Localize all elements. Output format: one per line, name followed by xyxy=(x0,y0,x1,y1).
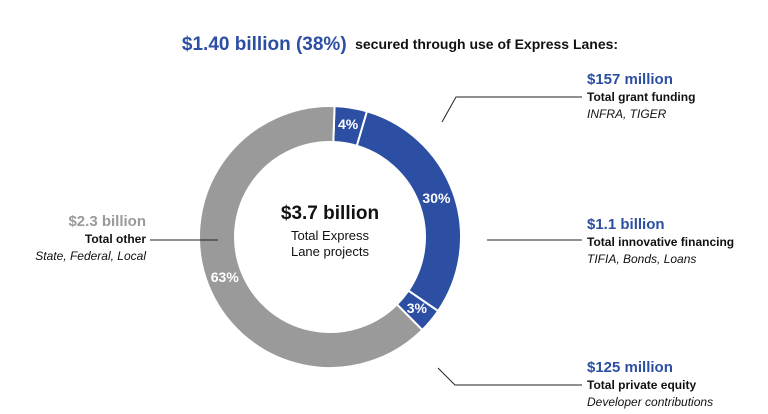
chart-title: $1.40 billion (38%) xyxy=(182,34,347,55)
annotation-detail: INFRA, TIGER xyxy=(587,107,667,121)
chart-title-line: $1.40 billion (38%) secured through use … xyxy=(182,34,618,55)
center-text: Total Express Lane projects xyxy=(290,228,370,259)
donut-slice xyxy=(198,105,424,369)
callout-line xyxy=(441,96,582,123)
annotation-amount: $1.1 billion xyxy=(587,216,665,233)
annotation-detail: State, Federal, Local xyxy=(35,249,146,263)
slice-label: 3% xyxy=(407,300,428,316)
annotation-amount: $157 million xyxy=(587,71,673,88)
callout-line xyxy=(437,367,582,386)
slice-label: 30% xyxy=(422,190,451,206)
annotation-category: Total grant funding xyxy=(587,90,695,104)
slice-label: 63% xyxy=(211,269,240,285)
annotation-detail: TIFIA, Bonds, Loans xyxy=(587,252,696,266)
annotation-detail: Developer contributions xyxy=(587,395,713,409)
annotation-category: Total private equity xyxy=(587,378,696,392)
chart-subtitle: secured through use of Express Lanes: xyxy=(355,36,618,52)
annotation-category: Total innovative financing xyxy=(587,235,734,249)
center-title: $3.7 billion xyxy=(281,203,379,224)
annotation-amount: $2.3 billion xyxy=(68,213,146,230)
annotation-amount: $125 million xyxy=(587,359,673,376)
slice-label: 4% xyxy=(338,116,359,132)
annotation-category: Total other xyxy=(85,232,146,246)
